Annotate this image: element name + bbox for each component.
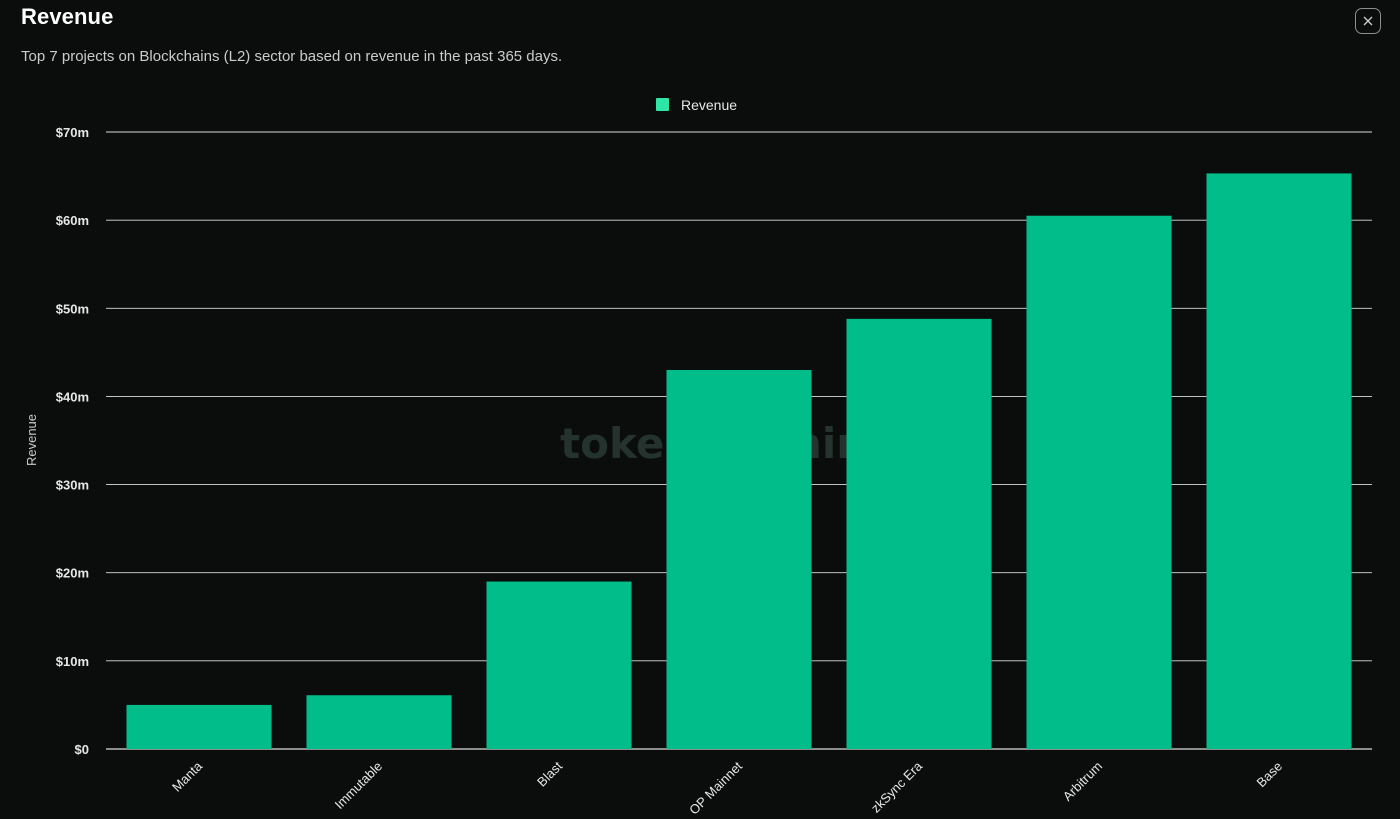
x-tick-label: zkSync Era xyxy=(868,758,926,816)
y-tick-label: $60m xyxy=(56,213,89,228)
x-axis-labels: Manta Immutable Blast OP Mainnet zkSync Era A… xyxy=(169,758,1285,818)
legend-label: Revenue xyxy=(681,97,737,113)
page-title: Revenue xyxy=(21,4,114,29)
x-tick-label: Manta xyxy=(169,758,206,795)
bar-zksync-era[interactable] xyxy=(846,318,992,749)
legend[interactable]: Revenue xyxy=(656,97,737,113)
x-tick-label: Base xyxy=(1254,759,1286,791)
y-tick-label: $20m xyxy=(56,566,89,581)
bar-manta[interactable] xyxy=(126,704,272,749)
y-tick-label: $0 xyxy=(75,742,89,757)
y-axis-title: Revenue xyxy=(24,414,39,466)
page-subtitle: Top 7 projects on Blockchains (L2) secto… xyxy=(21,48,563,65)
bar-base[interactable] xyxy=(1206,173,1352,750)
y-tick-label: $50m xyxy=(56,301,89,316)
y-tick-label: $70m xyxy=(56,125,89,140)
bar-blast[interactable] xyxy=(486,581,632,749)
close-icon xyxy=(1363,16,1373,26)
y-tick-label: $30m xyxy=(56,478,89,493)
bars xyxy=(126,173,1352,750)
x-tick-label: Blast xyxy=(534,758,565,789)
close-button[interactable] xyxy=(1355,8,1381,34)
y-axis-ticks: $0 $10m $20m $30m $40m $50m $60m $70m xyxy=(56,125,89,757)
bar-op-mainnet[interactable] xyxy=(666,369,812,749)
y-tick-label: $10m xyxy=(56,654,89,669)
bar-immutable[interactable] xyxy=(306,695,452,749)
bar-arbitrum[interactable] xyxy=(1026,215,1172,749)
legend-swatch xyxy=(656,98,669,111)
x-tick-label: Immutable xyxy=(332,759,386,813)
x-tick-label: Arbitrum xyxy=(1060,759,1105,804)
y-tick-label: $40m xyxy=(56,389,89,404)
x-tick-label: OP Mainnet xyxy=(686,758,745,817)
